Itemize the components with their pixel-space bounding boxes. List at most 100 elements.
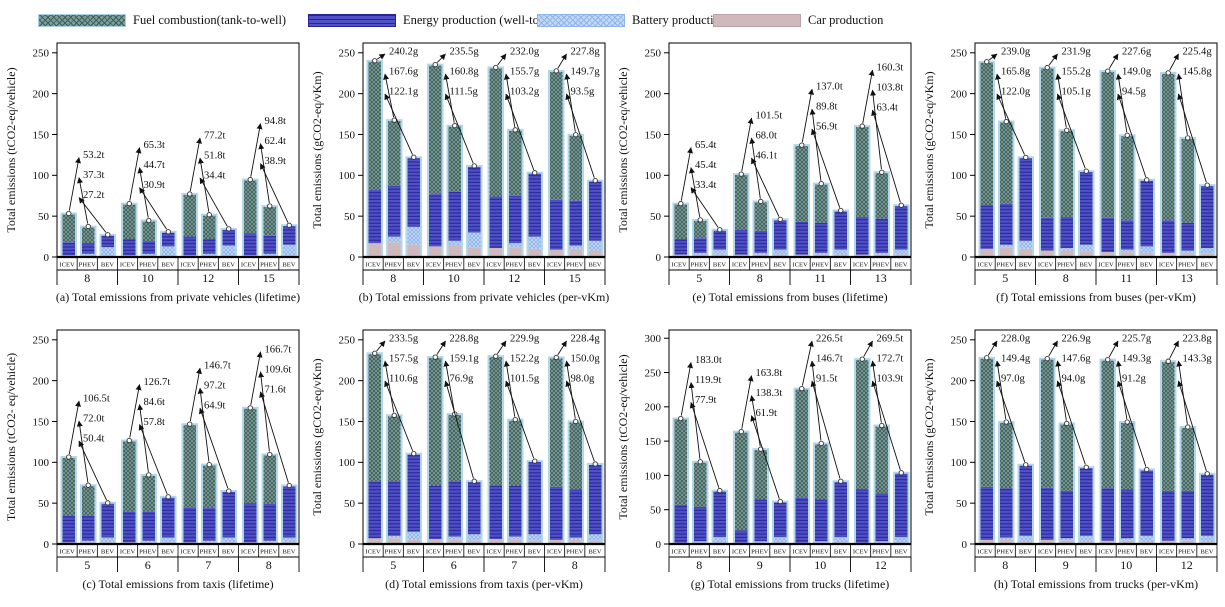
bar-segment-fuel_combustion	[549, 70, 564, 200]
annotation-arrow	[801, 88, 814, 143]
annotation-value: 44.7t	[144, 160, 166, 171]
x-group-label: 10	[448, 271, 460, 285]
x-tick-vehicle-label: PHEV	[812, 549, 829, 556]
y-tick-label: 0	[656, 252, 662, 264]
bar-segment-fuel_combustion	[999, 421, 1014, 489]
annotation-value: 160.8g	[450, 66, 480, 77]
annotation-arrow	[680, 361, 693, 416]
bar-segment-fuel_combustion	[508, 419, 523, 487]
annotation-value: 46.1t	[756, 151, 778, 162]
annotation-value: 77.9t	[695, 395, 717, 406]
bar-segment-car_production	[1120, 540, 1135, 544]
annotation-value: 233.5g	[389, 333, 419, 344]
x-tick-vehicle-label: ICEV	[792, 262, 808, 269]
x-tick-vehicle-label: PHEV	[691, 549, 708, 556]
bar-segment-energy_production	[161, 231, 176, 247]
x-tick-vehicle-label: PHEV	[1118, 262, 1135, 269]
x-tick-vehicle-label: ICEV	[426, 262, 442, 269]
bar-segment-fuel_combustion	[61, 213, 76, 243]
bar-segment-fuel_combustion	[814, 183, 829, 223]
subplot-cell-c: 0 50 100 150 200 250 Total emissions (tCO2- eq…	[0, 319, 306, 606]
x-tick-vehicle-label: BEV	[588, 262, 601, 269]
bar-segment-energy_production	[202, 239, 217, 254]
subplot-caption: (b) Total emissions from private vehicle…	[359, 290, 610, 304]
bar-segment-energy_production	[161, 496, 176, 538]
annotation-arrow	[189, 367, 202, 422]
bar-top-marker	[898, 202, 904, 208]
annotation-value: 138.3t	[756, 388, 783, 399]
annotation-arrow	[377, 53, 386, 60]
bar-top-marker	[247, 176, 253, 183]
subplot-caption: (d) Total emissions from taxis (per-vKm)	[385, 577, 583, 591]
annotation-arrow	[680, 147, 693, 201]
x-tick-vehicle-label: ICEV	[59, 262, 75, 269]
bar-segment-car_production	[1040, 539, 1055, 544]
bar-segment-energy_production	[1180, 490, 1195, 539]
annotation-arrow	[1056, 93, 1086, 169]
bar-segment-energy_production	[243, 233, 258, 256]
bar-segment-energy_production	[549, 486, 564, 540]
annotation-value: 146.7t	[204, 361, 231, 372]
x-tick-vehicle-label: PHEV	[139, 262, 156, 269]
bar-segment-energy_production	[1161, 490, 1176, 541]
annotation-arrow	[1176, 73, 1188, 136]
annotation-value: 91.2g	[1122, 373, 1147, 384]
annotation-arrow	[810, 380, 841, 479]
annotation-arrow	[809, 360, 822, 441]
subplot-h: 0 50 100 150 200 250 Total emissions (gCO2-eq/…	[922, 329, 1218, 591]
x-tick-vehicle-label: BEV	[528, 262, 541, 269]
bar-segment-fuel_combustion	[182, 424, 197, 508]
annotation-value: 223.8g	[1183, 333, 1213, 344]
bar-segment-energy_production	[1120, 220, 1135, 250]
bar-top-marker	[66, 210, 72, 217]
y-tick-label: 0	[44, 539, 50, 551]
bar-top-marker	[1105, 356, 1111, 363]
bar-segment-car_production	[488, 539, 503, 544]
bar-segment-car_production	[833, 254, 848, 257]
annotation-value: 101.5t	[756, 111, 783, 122]
x-tick-vehicle-label: ICEV	[59, 549, 75, 556]
bar-top-marker	[411, 451, 417, 457]
x-tick-vehicle-label: ICEV	[853, 549, 869, 556]
annotation-value: 183.0t	[695, 355, 722, 366]
annotation-arrow	[565, 380, 595, 462]
bar-top-marker	[187, 191, 193, 197]
annotation-arrow	[994, 360, 1007, 420]
x-tick-vehicle-label: ICEV	[671, 262, 687, 269]
annotation-arrow	[1169, 53, 1179, 71]
bar-segment-battery_production	[282, 244, 297, 256]
annotation-value: 232.0g	[510, 46, 540, 57]
annotation-value: 50.4t	[83, 433, 105, 444]
bar-segment-energy_production	[488, 485, 503, 540]
bar-segment-energy_production	[1018, 464, 1033, 536]
annotation-arrow	[870, 360, 882, 423]
bar-top-marker	[391, 412, 397, 419]
annotation-value: 84.6t	[144, 397, 166, 408]
bar-segment-battery_production	[508, 536, 523, 540]
bar-segment-battery_production	[1120, 249, 1135, 253]
bar-segment-fuel_combustion	[488, 67, 503, 197]
annotation-value: 109.6t	[265, 364, 292, 375]
annotation-value: 227.8g	[571, 46, 601, 57]
bar-segment-car_production	[588, 540, 603, 544]
bar-top-marker	[187, 421, 193, 427]
annotation-value: 103.8t	[877, 83, 904, 94]
bar-segment-car_production	[1079, 251, 1094, 257]
annotation-arrow	[557, 53, 567, 69]
bar-segment-battery_production	[712, 537, 727, 543]
annotation-arrow	[863, 340, 873, 357]
x-tick-vehicle-label: PHEV	[997, 262, 1014, 269]
annotation-value: 143.3g	[1183, 353, 1213, 364]
bar-segment-battery_production	[387, 236, 402, 243]
annotation-arrow	[436, 340, 446, 355]
subplot-d: 0 50 100 150 200 250 Total emissions (gCO2-eq/…	[310, 329, 606, 591]
y-tick-label: 150	[951, 129, 968, 141]
annotation-value: 165.8g	[1001, 66, 1031, 77]
subplot-cell-d: 0 50 100 150 200 250 Total emissions (gCO2-eq/…	[306, 319, 612, 606]
bar-segment-battery_production	[141, 540, 156, 543]
annotation-value: 101.5g	[510, 373, 540, 384]
x-tick-vehicle-label: BEV	[1079, 262, 1092, 269]
bar-segment-battery_production	[894, 249, 909, 255]
annotation-value: 38.9t	[265, 156, 287, 167]
y-tick-label: 200	[951, 88, 968, 100]
